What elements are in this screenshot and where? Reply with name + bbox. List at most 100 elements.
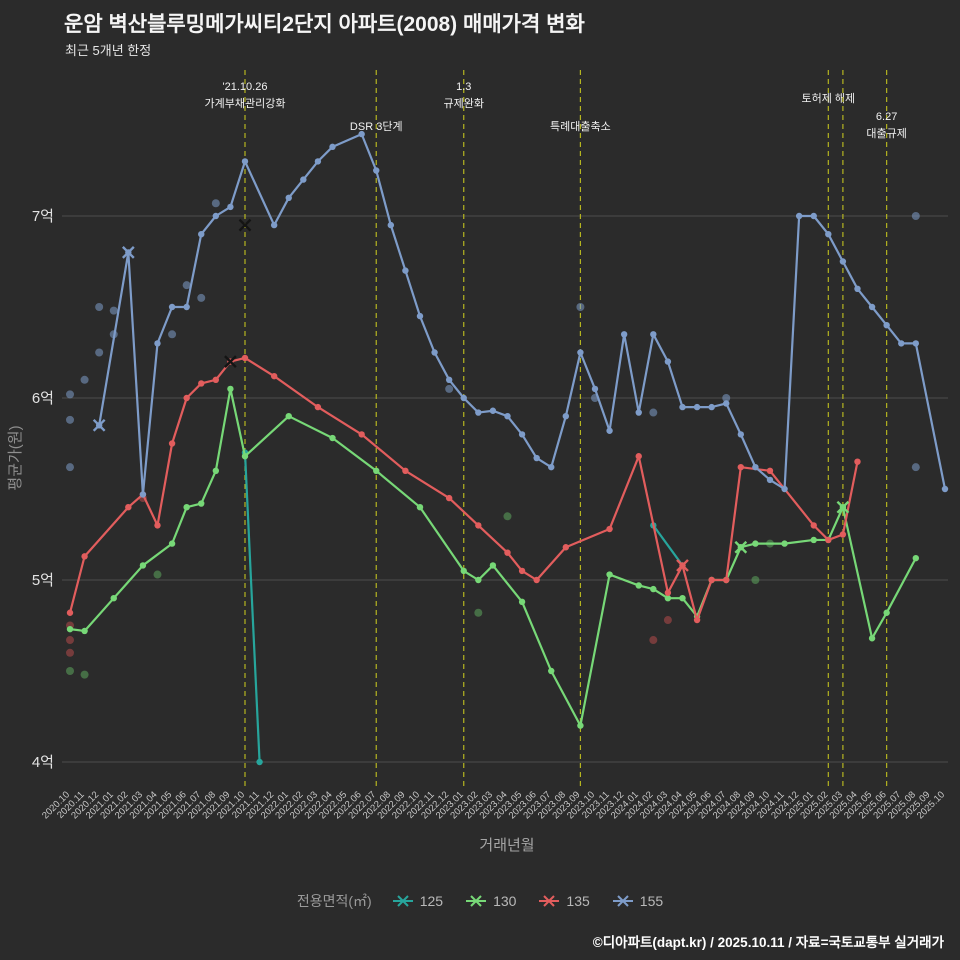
series-point-155 — [620, 331, 628, 338]
x-marker — [121, 246, 135, 259]
series-point-155 — [402, 267, 409, 274]
legend-item-label: 125 — [419, 893, 444, 909]
series-point-135 — [533, 576, 540, 584]
series-point-130 — [66, 625, 74, 633]
series-point-155 — [577, 349, 584, 356]
series-point-155 — [854, 285, 861, 292]
legend-marker-icon — [539, 895, 560, 907]
transaction-dot — [663, 616, 672, 625]
legend-item-label: 155 — [639, 893, 664, 909]
series-point-155 — [154, 340, 161, 347]
series-point-155 — [518, 431, 526, 438]
series-point-130 — [548, 667, 555, 675]
series-point-135 — [664, 589, 672, 596]
series-point-130 — [606, 571, 613, 578]
transaction-dot — [66, 648, 74, 657]
series-point-155 — [314, 158, 322, 165]
series-point-130 — [577, 722, 584, 729]
series-point-155 — [606, 427, 613, 434]
series-point-155 — [825, 231, 832, 238]
series-point-130 — [241, 453, 249, 460]
x-marker — [676, 559, 689, 572]
series-point-155 — [737, 431, 745, 438]
series-point-155 — [504, 413, 511, 420]
series-point-130 — [868, 635, 876, 642]
transaction-dot — [211, 199, 220, 208]
series-point-130 — [373, 467, 380, 474]
series-point-135 — [693, 616, 701, 624]
transaction-dot — [911, 463, 920, 472]
transaction-dot — [80, 670, 89, 679]
transaction-dot — [109, 306, 118, 315]
legend-item-155[interactable]: 155 — [612, 893, 663, 909]
series-line-135 — [68, 356, 859, 622]
series-point-155 — [241, 158, 249, 165]
series-point-130 — [781, 540, 788, 547]
transaction-dot — [751, 576, 760, 584]
page-subtitle: 최근 5개년 한정 — [65, 43, 152, 58]
credit-text: ©디아파트(dapt.kr) / 2025.10.11 / 자료=국토교통부 실… — [592, 935, 944, 950]
series-point-135 — [518, 567, 526, 575]
transaction-dot — [722, 394, 731, 402]
legend-marker-icon — [392, 895, 413, 907]
series-point-135 — [314, 403, 322, 411]
series-point-130 — [198, 500, 205, 507]
series-point-155 — [810, 212, 817, 220]
legend-item-135[interactable]: 135 — [538, 893, 590, 909]
series-point-130 — [285, 413, 292, 420]
series-point-130 — [212, 467, 220, 474]
series-point-130 — [460, 567, 467, 575]
series-point-130 — [139, 562, 147, 569]
series-point-155 — [329, 143, 336, 151]
series-point-155 — [795, 212, 803, 220]
transaction-dot — [153, 570, 162, 579]
series-point-155 — [475, 409, 482, 416]
legend-item-label: 135 — [566, 893, 590, 909]
series-point-155 — [431, 349, 438, 356]
series-point-155 — [664, 358, 672, 365]
y-tick-label: 4억 — [32, 754, 54, 771]
series-point-155 — [358, 130, 365, 138]
legend-marker-icon — [466, 895, 487, 907]
event-label: 대출규제 — [866, 127, 906, 140]
series-point-155 — [387, 221, 395, 229]
series-point-155 — [635, 409, 642, 416]
series-point-135 — [66, 609, 74, 616]
event-label: 가계부채관리강화 — [205, 97, 286, 110]
event-label: '21.10.26 — [223, 81, 268, 93]
series-point-155 — [766, 476, 774, 484]
series-point-155 — [708, 403, 715, 411]
transaction-dot — [911, 212, 920, 220]
series-point-155 — [883, 322, 890, 329]
transaction-dot — [95, 303, 104, 311]
series-point-155 — [752, 463, 759, 471]
legend-item-label: 130 — [493, 893, 517, 909]
series-point-155 — [941, 485, 949, 493]
series-point-155 — [198, 231, 205, 238]
series-point-135 — [839, 531, 847, 538]
page-title: 운암 벽산블루밍메가씨티2단지 아파트(2008) 매매가격 변화 — [64, 13, 585, 36]
series-point-155 — [285, 194, 292, 201]
y-tick-label: 6억 — [32, 390, 54, 407]
series-point-155 — [898, 340, 905, 347]
event-label: 토허제 해제 — [801, 91, 855, 105]
transaction-dot — [474, 608, 483, 617]
series-point-130 — [883, 609, 890, 616]
event-label: 1.3 — [456, 81, 471, 93]
transaction-dot — [66, 390, 74, 399]
series-point-155 — [227, 203, 234, 211]
series-point-130 — [810, 536, 817, 544]
x-marker — [238, 218, 252, 232]
x-axis-title: 거래년월 — [479, 837, 534, 854]
y-tick-label: 5억 — [32, 572, 54, 589]
legend-item-125[interactable]: 125 — [392, 893, 443, 909]
y-axis-title: 평균가(원) — [7, 425, 24, 490]
series-point-155 — [548, 463, 555, 471]
series-point-155 — [489, 407, 497, 414]
legend-item-130[interactable]: 130 — [465, 893, 516, 909]
series-point-155 — [781, 485, 788, 493]
series-point-155 — [591, 385, 599, 393]
series-point-130 — [475, 576, 482, 584]
series-point-155 — [139, 491, 147, 498]
x-marker — [92, 418, 106, 432]
